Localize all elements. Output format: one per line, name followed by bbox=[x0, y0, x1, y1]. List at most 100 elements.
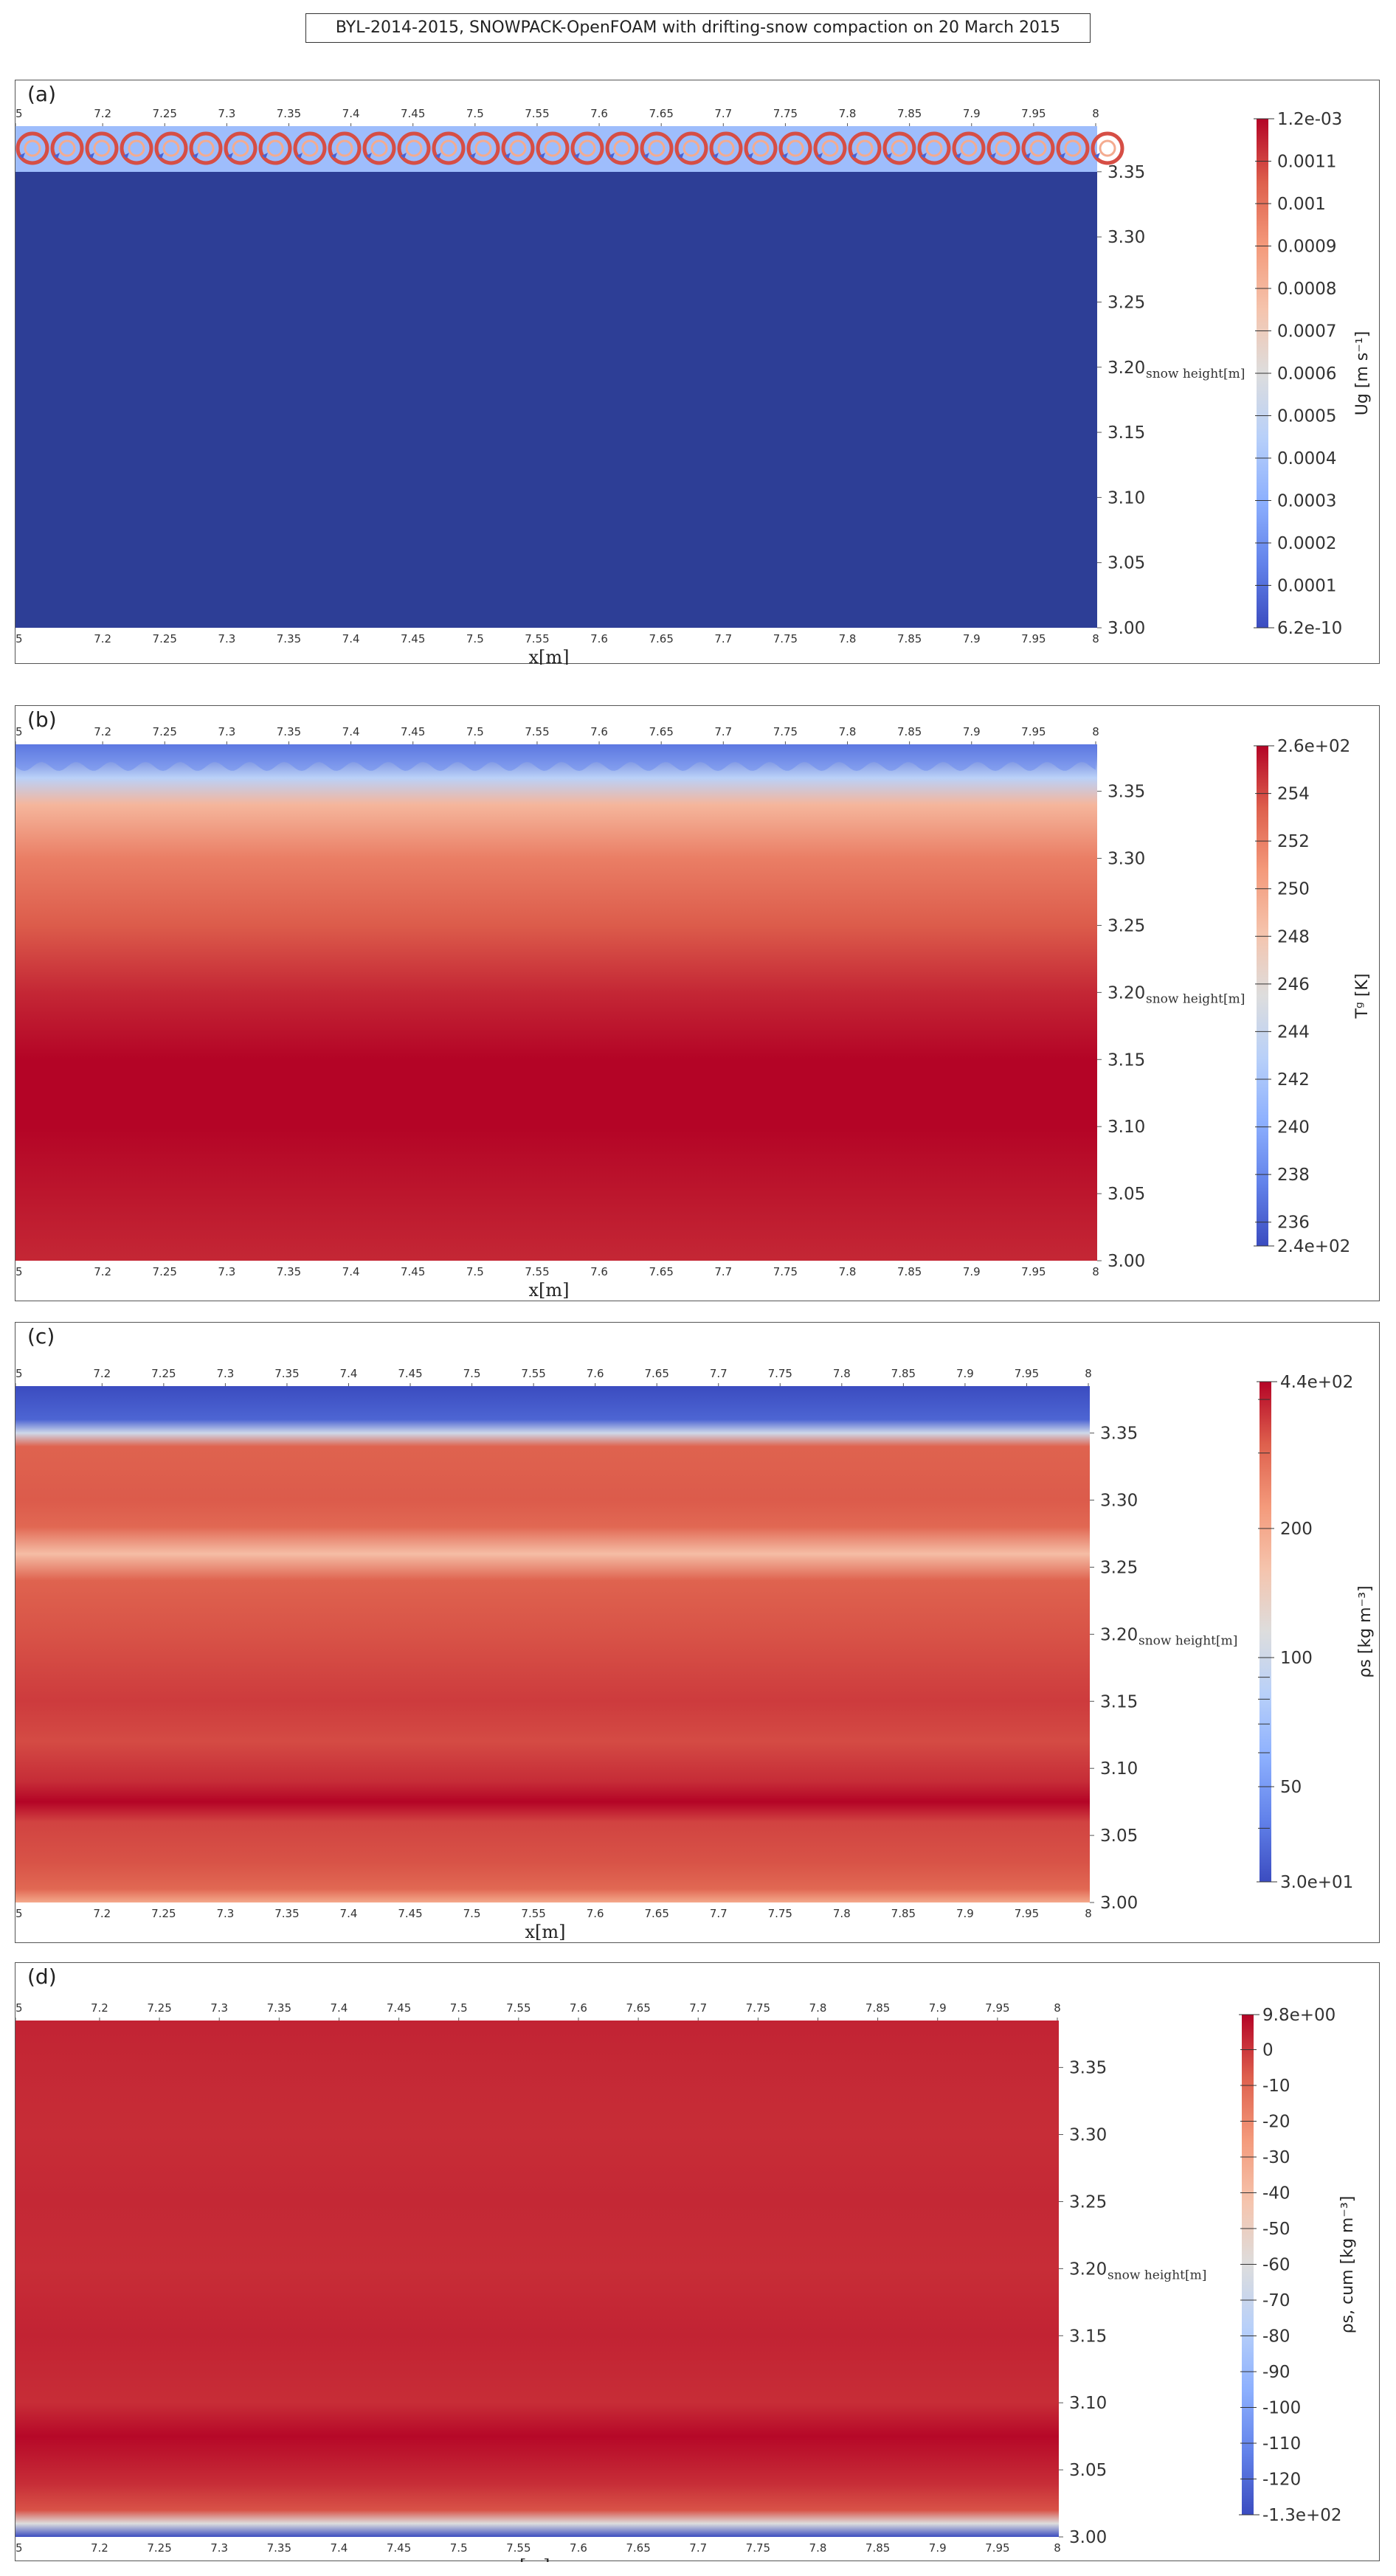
x-tick-label: 7.85 bbox=[897, 632, 922, 645]
x-tick-label: 7.9 bbox=[956, 1367, 974, 1380]
flow-arrow bbox=[713, 153, 719, 159]
x-tick-label: 7.35 bbox=[277, 107, 301, 120]
x-tick-label: 7.5 bbox=[466, 632, 484, 645]
colorbar-tick-label: -40 bbox=[1262, 2184, 1290, 2203]
x-tick-label: 7.7 bbox=[710, 1367, 728, 1380]
chart-panel: (a) 5 5 7.2 7.2 7.25 7.25 7.3 7.3 7.35 7.35 7.4 7.4 7… bbox=[15, 80, 1380, 665]
x-tick-label: 7.35 bbox=[277, 632, 301, 645]
vortex-cell bbox=[986, 131, 1020, 165]
x-tick-label: 7.45 bbox=[387, 2541, 411, 2555]
flow-arrow bbox=[505, 153, 511, 159]
vortex-cell bbox=[85, 131, 119, 165]
x-tick-label: 7.75 bbox=[768, 1367, 792, 1380]
x-tick-label: 7.6 bbox=[590, 725, 608, 738]
x-tick-label: 8 bbox=[1092, 632, 1099, 645]
x-tick-label: 7.4 bbox=[340, 1907, 358, 1920]
colorbar-tick-label: 0.0008 bbox=[1277, 280, 1336, 299]
colorbar-tick-label: -10 bbox=[1262, 2077, 1290, 2096]
flow-arrow bbox=[1060, 153, 1065, 159]
x-tick-label: 7.2 bbox=[91, 2001, 108, 2015]
vortex-cell bbox=[640, 131, 674, 165]
y-tick-label: 3.35 bbox=[1108, 163, 1145, 182]
y-tick-label: 3.05 bbox=[1108, 1185, 1145, 1204]
x-tick-label: 7.65 bbox=[626, 2001, 650, 2015]
x-tick-label: 7.65 bbox=[649, 107, 673, 120]
x-tick-label: 7.3 bbox=[218, 107, 235, 120]
vortex-cell bbox=[120, 131, 153, 165]
panel-letter: (c) bbox=[27, 1324, 55, 1348]
x-tick-label: 7.65 bbox=[649, 725, 673, 738]
colorbar-tick-label: 0 bbox=[1262, 2041, 1274, 2060]
vortex-core bbox=[925, 139, 943, 157]
x-tick-label: 7.7 bbox=[714, 632, 732, 645]
vortex-cell bbox=[674, 131, 708, 165]
x-tick-label: 7.9 bbox=[956, 1907, 974, 1920]
chart-svg: 5 5 7.2 7.2 7.25 7.25 7.3 7.3 7.35 7.35 7.4 7.4 7.45… bbox=[15, 1367, 1375, 1942]
colorbar-min-label: 6.2e-10 bbox=[1277, 619, 1342, 638]
x-tick-label: 7.2 bbox=[93, 1907, 111, 1920]
vortex-core bbox=[128, 139, 145, 157]
vortex-core bbox=[24, 139, 41, 157]
vortex-core bbox=[544, 139, 561, 157]
x-tick-label: 7.2 bbox=[91, 2541, 108, 2555]
vortex-core bbox=[613, 139, 631, 157]
y-tick-label: 3.30 bbox=[1108, 850, 1145, 869]
x-tick-label: 7.3 bbox=[218, 632, 235, 645]
vortex-core bbox=[509, 139, 527, 157]
x-tick-label: 7.65 bbox=[644, 1367, 668, 1380]
flow-arrow bbox=[262, 153, 268, 159]
x-tick-label: 7.7 bbox=[714, 107, 732, 120]
vortex-core bbox=[266, 139, 284, 157]
x-tick-label: 7.9 bbox=[963, 725, 981, 738]
x-tick-label: 7.45 bbox=[401, 107, 425, 120]
y-tick-label: 3.00 bbox=[1108, 1252, 1145, 1271]
y-tick-label: 3.15 bbox=[1069, 2327, 1107, 2346]
x-tick-label: 7.5 bbox=[450, 2541, 468, 2555]
x-tick-label: 8 bbox=[1054, 2541, 1061, 2555]
colorbar-tick-label: -60 bbox=[1262, 2256, 1290, 2275]
x-tick-label: 7.75 bbox=[773, 725, 798, 738]
vortex-cell bbox=[15, 131, 49, 165]
vortex-cell bbox=[224, 131, 258, 165]
vortex-core bbox=[578, 139, 596, 157]
colorbar-tick-label: 50 bbox=[1280, 1778, 1302, 1797]
x-tick-label: 7.35 bbox=[267, 2541, 291, 2555]
x-tick-label: 7.2 bbox=[94, 107, 111, 120]
colorbar-tick-label: -90 bbox=[1262, 2363, 1290, 2382]
colorbar-tick-label: 248 bbox=[1277, 927, 1310, 946]
flow-arrow bbox=[158, 153, 164, 159]
x-tick-label: 7.6 bbox=[570, 2001, 587, 2015]
x-tick-label: 7.7 bbox=[714, 1265, 732, 1278]
flow-arrow bbox=[643, 153, 649, 159]
x-tick-label: 7.75 bbox=[746, 2001, 770, 2015]
x-tick-label: 7.95 bbox=[985, 2541, 1009, 2555]
x-tick-label: 7.35 bbox=[277, 725, 301, 738]
y-tick-label: 3.00 bbox=[1108, 619, 1145, 638]
colorbar-tick-label: 0.0009 bbox=[1277, 238, 1336, 257]
x-tick-label: 7.95 bbox=[1021, 107, 1046, 120]
x-tick-label: 8 bbox=[1054, 2001, 1061, 2015]
flow-arrow bbox=[297, 153, 303, 159]
flow-arrow bbox=[1094, 153, 1100, 159]
vortex-core bbox=[93, 139, 111, 157]
x-tick-label: 7.6 bbox=[570, 2541, 587, 2555]
x-tick-label: 7.8 bbox=[833, 1367, 851, 1380]
x-tick-label: 5 bbox=[15, 1907, 23, 1920]
vortex-cell bbox=[258, 131, 292, 165]
vortex-cell bbox=[744, 131, 778, 165]
vortex-core bbox=[405, 139, 423, 157]
colorbar-tick-label: 246 bbox=[1277, 975, 1310, 994]
colorbar-tick-label: 244 bbox=[1277, 1022, 1310, 1042]
x-tick-label: 7.9 bbox=[963, 632, 981, 645]
vortex-cell bbox=[362, 131, 396, 165]
flow-arrow bbox=[401, 153, 407, 159]
vortex-core bbox=[1064, 139, 1082, 157]
x-tick-label: 7.45 bbox=[398, 1367, 422, 1380]
vortex-cell bbox=[1021, 131, 1055, 165]
heatmap-field bbox=[15, 744, 1097, 1261]
vortex-cell bbox=[952, 131, 986, 165]
flow-arrow bbox=[193, 153, 198, 159]
x-tick-label: 7.5 bbox=[466, 107, 484, 120]
flow-arrow bbox=[366, 153, 372, 159]
x-tick-label: 7.45 bbox=[387, 2001, 411, 2015]
